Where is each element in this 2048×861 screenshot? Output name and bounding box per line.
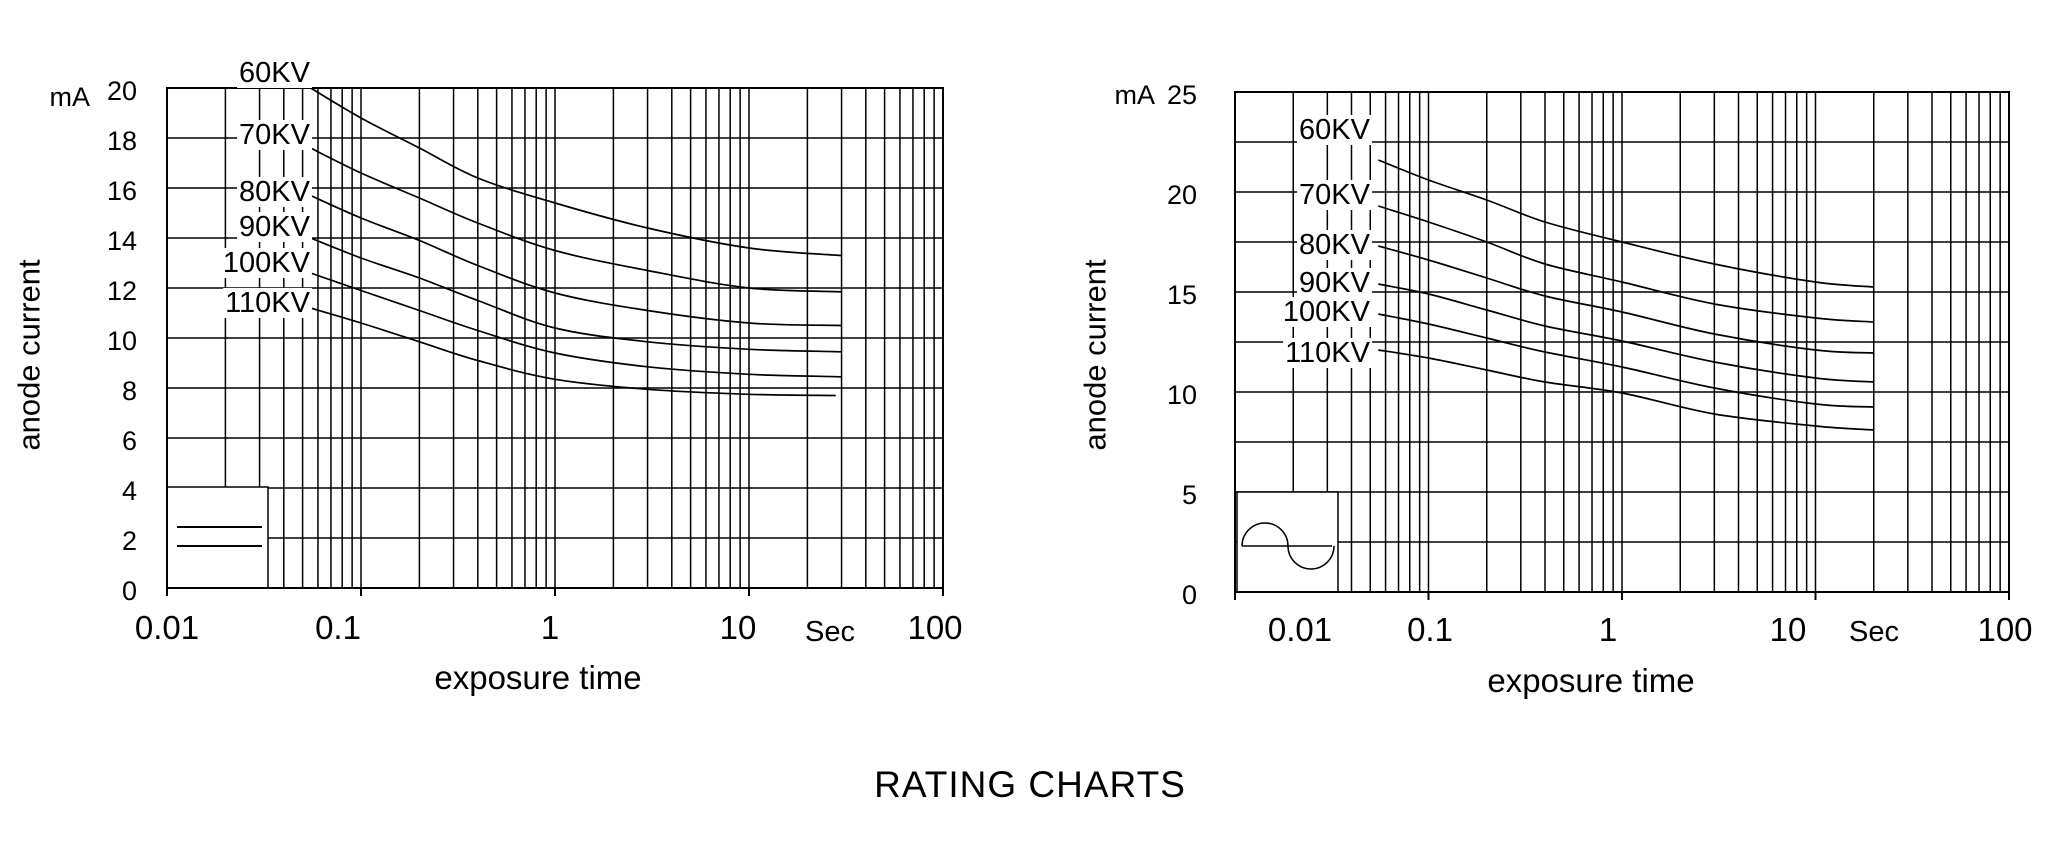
kv-curve-label: 80KV (1297, 229, 1372, 261)
x-unit-label-right: Sec (1849, 616, 1899, 648)
y-axis-title-left: anode current (11, 259, 47, 451)
kv-curve-label: 70KV (1297, 179, 1372, 211)
y-axis-title-right: anode current (1077, 259, 1113, 451)
kv-curve-label: 110KV (223, 287, 312, 319)
curve-80kv (1378, 245, 1874, 354)
y-unit-label-left: mA (49, 82, 91, 112)
dc-rating-chart-plot (166, 87, 944, 596)
x-tick-label: 100 (1977, 611, 2033, 648)
x-tick-label: 0.1 (315, 609, 361, 646)
curve-90kv (310, 237, 842, 353)
y-unit-label-right: mA (1114, 80, 1156, 110)
x-tick-label: 10 (719, 609, 757, 646)
x-tick-label: 1 (540, 609, 560, 646)
y-tick-label: 18 (106, 125, 137, 156)
curve-100kv (310, 272, 842, 378)
y-tick-label: 5 (1181, 479, 1197, 510)
x-tick-label: 1 (1598, 611, 1618, 648)
page-title: RATING CHARTS (874, 764, 1186, 805)
x-tick-label: 0.01 (134, 609, 200, 646)
x-tick-label: 0.01 (1267, 611, 1333, 648)
y-tick-label: 0 (121, 575, 137, 606)
curve-80kv (310, 194, 842, 327)
ac-sine-waveform-icon (1241, 522, 1335, 570)
kv-curve-label: 90KV (1297, 267, 1372, 299)
kv-curve-label: 60KV (237, 57, 312, 89)
constant-potential-dc-legend (166, 486, 269, 589)
y-tick-label: 6 (121, 425, 137, 456)
y-tick-label: 8 (121, 375, 137, 406)
y-tick-label: 16 (106, 175, 137, 206)
kv-curve-label: 100KV (220, 247, 312, 279)
y-tick-label: 2 (121, 525, 137, 556)
dc-waveform-icon (177, 526, 262, 547)
curve-60kv (310, 87, 842, 257)
curve-90kv (1378, 283, 1874, 383)
x-axis-title-left: exposure time (434, 659, 642, 696)
y-tick-label: 20 (1166, 179, 1197, 210)
x-axis-title-right: exposure time (1487, 662, 1695, 699)
y-tick-label: 10 (1166, 379, 1197, 410)
x-tick-label: 10 (1769, 611, 1807, 648)
kv-curve-label: 60KV (1297, 114, 1372, 146)
kv-curve-label: 80KV (237, 176, 312, 208)
ac-sine-legend (1236, 491, 1339, 593)
y-tick-label: 14 (106, 225, 137, 256)
kv-curve-label: 90KV (237, 211, 312, 243)
curve-110kv (310, 307, 836, 397)
curve-70kv (310, 147, 842, 293)
curve-70kv (1378, 205, 1874, 323)
curve-110kv (1378, 349, 1874, 431)
y-tick-label: 4 (121, 475, 137, 506)
x-tick-label: 100 (907, 609, 963, 646)
y-tick-label: 10 (106, 325, 137, 356)
x-unit-label-left: Sec (805, 616, 855, 648)
x-tick-label: 0.1 (1407, 611, 1453, 648)
y-tick-label: 15 (1166, 279, 1197, 310)
y-tick-label: 0 (1181, 579, 1197, 610)
kv-curve-label: 70KV (237, 119, 312, 151)
kv-curve-label: 110KV (1283, 337, 1372, 369)
kv-curve-label: 100KV (1280, 296, 1372, 328)
y-tick-label: 12 (106, 275, 137, 306)
curve-100kv (1378, 313, 1874, 408)
curve-60kv (1377, 159, 1874, 288)
y-tick-label: 25 (1166, 79, 1197, 110)
grid-lines (166, 87, 943, 589)
y-tick-label: 20 (106, 75, 137, 106)
